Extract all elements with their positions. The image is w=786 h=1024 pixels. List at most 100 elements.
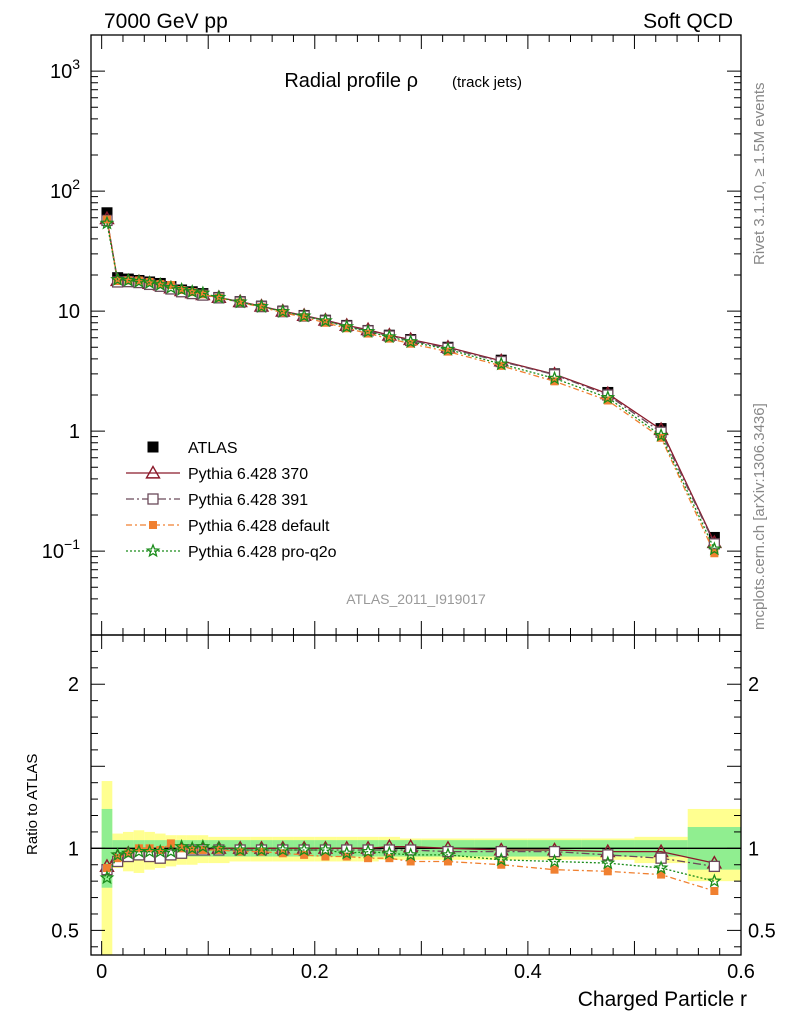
- ratio-point-2-7: [177, 844, 186, 853]
- ratio-point-3-10: [211, 840, 227, 855]
- main-point-3-0: [102, 215, 111, 224]
- ratio-xtick-label: 0.2: [301, 961, 329, 983]
- main-point-4-18: [381, 329, 397, 344]
- ratio-point-2-21: [497, 860, 506, 869]
- ratio-point-3-7: [174, 838, 189, 853]
- header-category: Soft QCD: [643, 10, 733, 33]
- main-point-4-2: [120, 272, 136, 287]
- main-point-4-7: [174, 281, 189, 296]
- main-point-0-25: [708, 531, 720, 543]
- main-point-4-14: [296, 308, 312, 323]
- main-series-line-4: [106, 223, 715, 550]
- main-point-4-5: [152, 276, 168, 291]
- legend-label-2: Pythia 6.428 391: [188, 492, 308, 509]
- ratio-point-3-0: [99, 870, 115, 885]
- ratio-point-3-1: [110, 847, 126, 862]
- ratio-point-2-8: [188, 845, 197, 854]
- ratio-xtick-label: 0.6: [727, 961, 755, 983]
- ratio-point-3-17: [360, 843, 376, 858]
- main-point-3-21: [497, 361, 506, 370]
- header-energy: 7000 GeV pp: [104, 10, 228, 33]
- main-point-4-22: [547, 370, 562, 385]
- ratio-panel: 0.5 0.5 1 1 2 2 0 0.2 0.4 0.6: [51, 634, 776, 983]
- legend-marker-4: [145, 543, 161, 558]
- ratio-ytick-label-right: 1: [748, 838, 759, 860]
- ratio-point-2-19: [406, 857, 415, 866]
- main-series-line-3: [106, 219, 715, 554]
- main-point-3-4: [145, 277, 154, 286]
- main-ytick-label: 103: [50, 56, 80, 83]
- ratio-ytick-label-left: 1: [68, 838, 79, 860]
- ratio-point-2-6: [166, 839, 175, 848]
- chart-title: Radial profile ρ: [284, 70, 418, 92]
- ratio-point-2-23: [603, 867, 612, 876]
- main-point-4-6: [163, 279, 179, 294]
- chart-title-suffix: (track jets): [452, 74, 522, 91]
- ratio-ytick-label-right: 0.5: [748, 920, 776, 942]
- ratio-point-2-3: [134, 844, 143, 853]
- ratio-point-3-11: [232, 842, 248, 857]
- ratio-series-line-3: [106, 846, 715, 882]
- legend-marker-2: [147, 493, 159, 505]
- main-point-3-1: [113, 277, 122, 286]
- ratio-point-2-11: [236, 847, 245, 856]
- main-point-4-24: [653, 427, 669, 442]
- ratio-point-3-23: [600, 855, 616, 870]
- main-point-4-9: [195, 285, 211, 300]
- ratio-point-3-6: [163, 843, 179, 858]
- ratio-point-3-12: [254, 842, 269, 857]
- ratio-ytick-label-left: 0.5: [51, 920, 79, 942]
- ratio-ytick-label-left: 2: [68, 674, 79, 696]
- main-ytick-label: 1: [69, 421, 80, 443]
- ratio-point-3-13: [275, 842, 291, 857]
- ratio-point-2-22: [550, 865, 559, 874]
- legend-label-0: ATLAS: [188, 440, 238, 457]
- ratio-point-3-22: [547, 853, 562, 868]
- ratio-point-2-20: [443, 857, 452, 866]
- main-ytick-label: 102: [50, 176, 80, 203]
- ratio-point-3-15: [318, 842, 333, 857]
- main-point-4-15: [318, 313, 333, 328]
- ratio-point-2-12: [257, 847, 266, 856]
- ratio-series-line-2: [106, 842, 715, 892]
- ratio-point-2-14: [300, 850, 309, 859]
- ratio-point-1-25: [708, 860, 721, 873]
- main-point-4-20: [440, 341, 456, 356]
- ratio-point-2-25: [710, 887, 719, 895]
- main-point-3-11: [236, 298, 245, 307]
- ratio-point-2-10: [214, 845, 223, 854]
- legend-marker-3: [149, 521, 157, 529]
- ratio-point-2-24: [657, 870, 666, 879]
- main-point-3-16: [342, 324, 351, 333]
- main-series-4: [99, 215, 722, 556]
- ratio-point-2-0: [102, 864, 111, 873]
- main-point-4-17: [360, 323, 376, 338]
- ratio-point-1-23: [602, 849, 614, 861]
- main-point-3-7: [177, 285, 186, 294]
- main-point-4-8: [184, 283, 200, 299]
- main-point-4-0: [99, 215, 115, 230]
- main-point-4-3: [131, 273, 147, 288]
- ratio-point-2-5: [156, 845, 165, 854]
- ratio-ytick-label-right: 2: [748, 674, 759, 696]
- ratio-point-3-16: [339, 845, 355, 860]
- ratio-point-3-19: [403, 847, 419, 862]
- ratio-point-3-9: [195, 838, 211, 853]
- main-point-3-9: [198, 290, 207, 299]
- main-point-4-11: [232, 294, 248, 309]
- main-point-4-12: [254, 298, 269, 313]
- main-ytick-label: 10: [58, 301, 80, 323]
- main-point-4-10: [211, 289, 227, 304]
- ratio-xtick-label: 0.4: [514, 961, 542, 983]
- main-point-3-6: [166, 281, 175, 290]
- ratio-point-3-20: [440, 847, 456, 862]
- rivet-version-label: Rivet 3.1.10, ≥ 1.5M events: [751, 83, 768, 266]
- main-point-4-21: [493, 356, 509, 371]
- main-point-4-4: [142, 275, 158, 290]
- legend-label-1: Pythia 6.428 370: [188, 466, 308, 483]
- mcplots-reference-label: mcplots.cern.ch [arXiv:1306.3436]: [751, 403, 768, 630]
- main-point-3-25: [710, 549, 719, 558]
- ratio-point-2-18: [385, 854, 394, 863]
- ratio-point-1-20: [442, 845, 454, 858]
